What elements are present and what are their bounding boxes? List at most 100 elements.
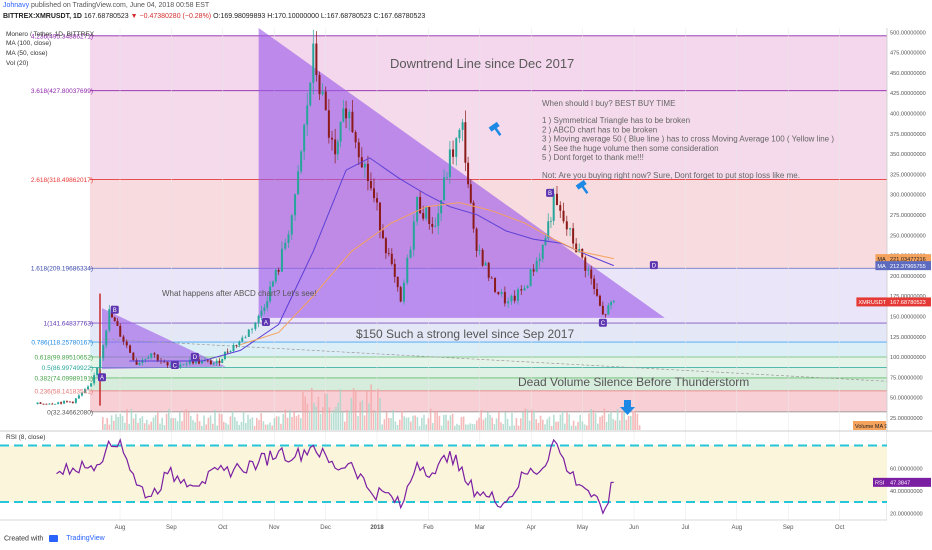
candle-body [422,213,425,219]
candle-body [200,360,203,364]
volume-bar [460,417,463,430]
price-tick: 25.00000000 [890,416,923,422]
candle-body [57,402,60,404]
volume-bar [579,415,581,430]
legend-volume[interactable]: Vol (20) [6,60,29,67]
candle-body [215,360,218,364]
price-badge-value: 212.37965755 [890,264,926,270]
volume-bar [110,415,113,430]
candle-body [409,249,412,259]
candle-body [428,206,431,225]
fib-band [90,323,887,343]
fib-label: 0(32.34662080) [47,409,93,416]
fib-label: 1(141.64837763) [43,321,93,328]
candle-body [604,314,607,316]
volume-bar [548,416,551,430]
candle-body [363,163,366,168]
candle-body [297,171,300,195]
volume-bar [348,410,350,430]
volume-bar [227,424,229,430]
candle-body [122,336,125,342]
hammer-handle [581,185,589,194]
volume-bar [121,415,124,430]
candle-body [129,345,132,353]
price-tick: 425.00000000 [890,91,926,97]
volume-bar [432,422,434,430]
volume-bar [234,417,236,430]
candle-body [366,163,369,182]
pattern-point-label: A [264,320,268,326]
volume-bar [495,418,498,430]
volume-bar [315,406,317,430]
volume-bar [113,420,115,430]
volume-bar [561,410,564,430]
candle-body [334,139,337,155]
buy-point: 3 ) Moving average 50 ( Blue line ) has … [542,135,834,144]
candle-body [132,352,135,361]
fib-label: 0.382(74.09989191) [34,375,93,382]
volume-bar [627,415,630,430]
pattern-point-marker [261,317,270,326]
volume-bar [625,419,628,430]
volume-bar [537,422,540,430]
tradingview-brand[interactable]: TradingView [66,535,105,543]
volume-bar [502,424,504,430]
candle-body [179,364,182,368]
volume-bar [603,408,606,430]
volume-bar [438,415,441,430]
volume-bar [542,419,544,430]
pattern-point-marker [170,361,179,370]
candle-body [452,149,455,157]
author-link[interactable]: Johnavy [3,2,30,9]
volume-bar [557,421,559,430]
volume-bar [608,413,610,430]
candle-body [68,401,71,403]
time-tick: Feb [423,525,434,531]
candle-body [144,358,147,360]
candle-body [612,300,615,303]
candle-body [166,362,169,366]
buy-point: 4 ) See the huge volume then some consid… [542,144,719,153]
volume-bar [634,410,636,430]
volume-bar [566,412,568,430]
rsi-tick: 60.00000000 [890,466,923,472]
candle-body [448,149,451,178]
volume-bar [361,400,364,430]
pattern-point-label: D [193,355,198,361]
volume-bar [143,423,146,430]
candle-body [303,124,306,152]
volume-bar [610,411,612,430]
volume-bar [238,424,240,430]
candle-body [387,253,390,255]
candle-body [434,225,437,227]
legend-rsi[interactable]: RSI (8, close) [6,434,46,441]
volume-bar [159,423,161,430]
price-tick: 75.00000000 [890,375,923,381]
legend-ma100[interactable]: MA (100, close) [6,40,52,47]
candle-body [494,277,497,292]
volume-bar [434,410,436,430]
candle-body [467,162,470,185]
volume-bar [231,410,234,430]
price-badge-name: XMRUSDT [858,300,886,306]
volume-bar [223,421,225,430]
candle-body [266,301,269,308]
candle-body [45,403,48,405]
volume-bar [355,390,357,430]
candle-body [487,262,490,278]
legend-ma50[interactable]: MA (50, close) [6,50,48,57]
rsi-band-fill [0,445,887,502]
fib-band [90,342,887,357]
volume-bar [264,424,267,430]
volume-bar [407,417,410,430]
volume-bar [284,409,287,430]
hammer-icon [488,121,500,132]
volume-bar [383,419,386,430]
candle-body [342,108,345,122]
volume-bar [447,420,449,430]
volume-bar [141,416,144,430]
volume-bar [568,414,570,430]
volume-bar [317,396,320,430]
candle-body [63,400,66,404]
candle-body [348,111,351,119]
